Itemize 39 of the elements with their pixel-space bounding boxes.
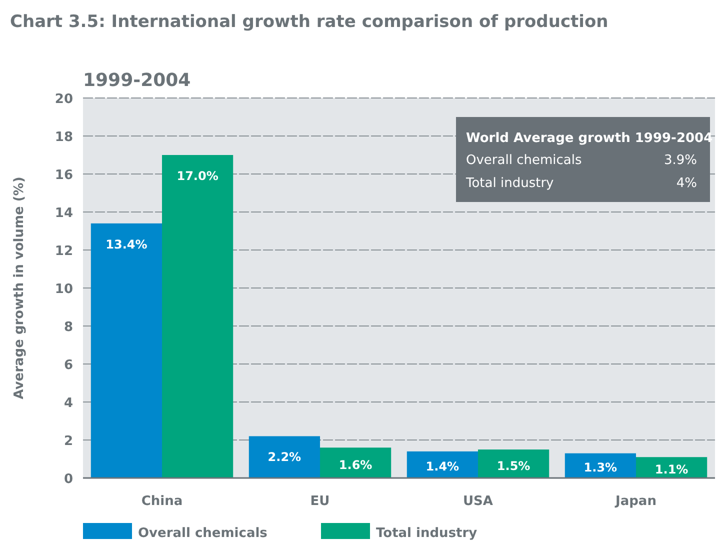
y-axis-title: Average growth in volume (%) xyxy=(12,176,27,400)
data-label: 1.6% xyxy=(338,458,372,472)
y-tick-label: 16 xyxy=(54,168,73,183)
bar xyxy=(90,223,162,478)
x-tick-label: EU xyxy=(310,494,330,509)
data-label: 1.3% xyxy=(584,460,618,475)
bar xyxy=(478,450,550,478)
x-tick-label: Japan xyxy=(614,494,656,509)
bar xyxy=(162,155,234,478)
legend-label: Overall chemicals xyxy=(138,526,268,541)
annotation: World Average growth 1999-2004 xyxy=(466,131,713,146)
data-label: 2.2% xyxy=(268,450,302,464)
y-tick-label: 20 xyxy=(54,92,73,107)
annotation: Total industry xyxy=(465,176,554,191)
data-label: 1.1% xyxy=(654,462,688,477)
data-label: 17.0% xyxy=(176,169,218,183)
y-tick-label: 14 xyxy=(54,206,73,221)
annotation: 3.9% xyxy=(664,153,697,168)
data-label: 1.4% xyxy=(426,460,460,474)
y-tick-label: 8 xyxy=(64,320,73,335)
y-tick-label: 0 xyxy=(64,472,73,487)
y-tick-label: 6 xyxy=(64,358,73,373)
data-label: 13.4% xyxy=(106,237,148,252)
chart-title: Chart 3.5: International growth rate comparison of production xyxy=(10,12,608,32)
bar xyxy=(248,436,320,478)
bar xyxy=(320,448,392,478)
y-tick-label: 2 xyxy=(64,434,73,449)
y-tick-label: 4 xyxy=(64,396,73,411)
legend-label: Total industry xyxy=(376,526,478,541)
data-label: 1.5% xyxy=(496,458,530,473)
x-tick-label: China xyxy=(141,494,183,509)
bar xyxy=(406,451,478,478)
chart-subtitle: 1999-2004 xyxy=(83,70,191,91)
y-tick-label: 18 xyxy=(54,130,73,145)
annotation: Overall chemicals xyxy=(466,153,582,168)
annotation: 4% xyxy=(676,176,697,191)
y-tick-label: 12 xyxy=(54,244,73,259)
y-tick-label: 10 xyxy=(54,282,73,297)
x-tick-label: USA xyxy=(463,494,493,509)
